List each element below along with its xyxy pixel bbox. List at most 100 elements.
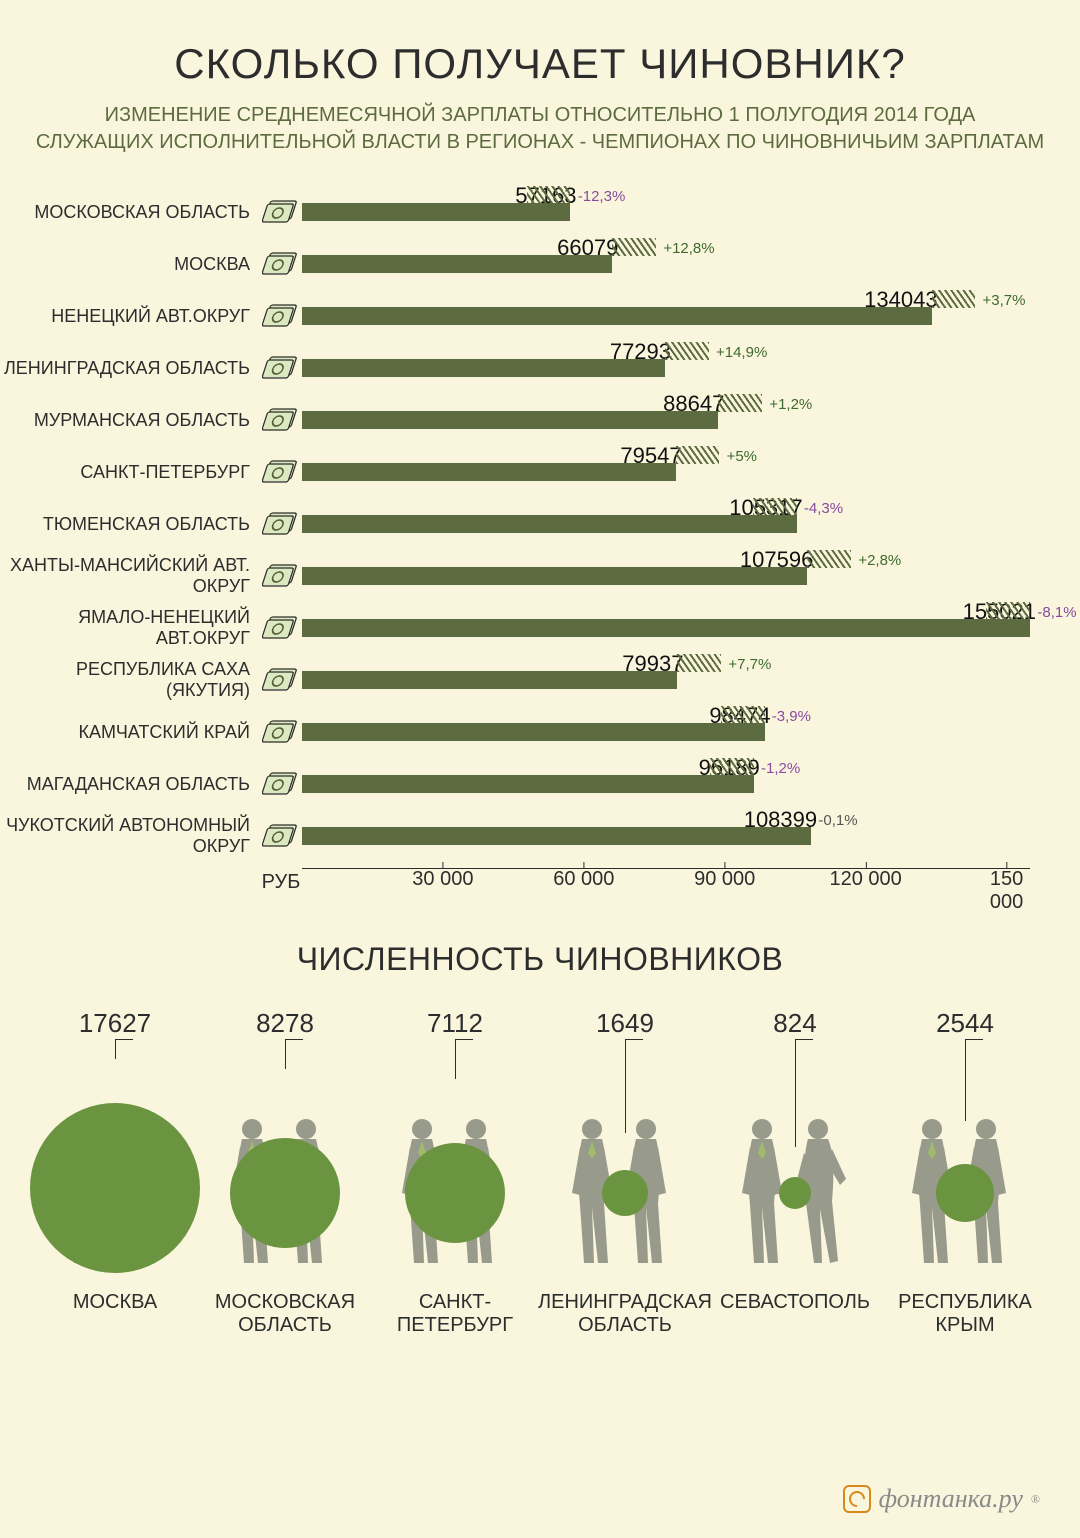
section2-title: ЧИСЛЕННОСТЬ ЧИНОВНИКОВ	[0, 941, 1080, 978]
brand-icon	[843, 1485, 871, 1513]
row-label: РЕСПУБЛИКА САХА (ЯКУТИЯ)	[0, 659, 260, 701]
bar-change: +2,8%	[858, 552, 901, 569]
count-bubble	[602, 1170, 648, 1216]
bar-hatch	[932, 290, 976, 308]
region-count: 17627	[79, 1008, 151, 1039]
bar-value: 77293	[610, 339, 671, 365]
bar-hatch	[807, 550, 851, 568]
region-label: МОСКВА	[73, 1291, 157, 1337]
row-label: ТЮМЕНСКАЯ ОБЛАСТЬ	[0, 514, 260, 535]
page-subtitle: ИЗМЕНЕНИЕ СРЕДНЕМЕСЯЧНОЙ ЗАРПЛАТЫ ОТНОСИ…	[0, 102, 1080, 156]
region-block: 7112 САНКТ-ПЕТЕРБУРГ	[373, 1008, 538, 1337]
axis-ticks: 30 00060 00090 000120 000150 000	[302, 868, 1030, 896]
region-block: 17627 МОСКВА	[33, 1008, 198, 1337]
axis-tick: 30 000	[412, 868, 473, 891]
row-label: ЯМАЛО-НЕНЕЦКИЙ АВТ.ОКРУГ	[0, 607, 260, 649]
row-label: ЧУКОТСКИЙ АВТОНОМНЫЙ ОКРУГ	[0, 815, 260, 857]
chart-row: ХАНТЫ-МАНСИЙСКИЙ АВТ. ОКРУГ 107596 +2,8%	[0, 550, 1030, 602]
region-figure	[543, 1043, 708, 1273]
leader-line	[455, 1039, 473, 1079]
region-figure	[373, 1043, 538, 1273]
bar-area: 134043 +3,7%	[302, 290, 1030, 342]
bar-area: 79937 +7,7%	[302, 654, 1030, 706]
row-label: КАМЧАТСКИЙ КРАЙ	[0, 722, 260, 743]
axis-line	[302, 868, 1030, 869]
salary-bar-chart: МОСКОВСКАЯ ОБЛАСТЬ 57163 -12,3% МОСКВА 6…	[0, 186, 1030, 896]
bar-hatch	[527, 186, 571, 204]
chart-row: КАМЧАТСКИЙ КРАЙ 98474 -3,9%	[0, 706, 1030, 758]
bar-area: 108399 -0,1%	[302, 810, 1030, 862]
bar-area: 57163 -12,3%	[302, 186, 1030, 238]
bar-area: 107596 +2,8%	[302, 550, 1030, 602]
bar-change: +12,8%	[663, 240, 714, 257]
leader-line	[285, 1039, 303, 1069]
leader-line	[625, 1039, 643, 1133]
chart-row: ТЮМЕНСКАЯ ОБЛАСТЬ 105317 -4,3%	[0, 498, 1030, 550]
chart-row: НЕНЕЦКИЙ АВТ.ОКРУГ 134043 +3,7%	[0, 290, 1030, 342]
bar-hatch	[665, 342, 709, 360]
registered-mark: ®	[1031, 1492, 1040, 1507]
bar: 98474	[302, 723, 765, 741]
region-label: СЕВАСТОПОЛЬ	[720, 1291, 870, 1337]
chart-row: МАГАДАНСКАЯ ОБЛАСТЬ 96189 -1,2%	[0, 758, 1030, 810]
chart-row: ЧУКОТСКИЙ АВТОНОМНЫЙ ОКРУГ 108399 -0,1%	[0, 810, 1030, 862]
bar-area: 96189 -1,2%	[302, 758, 1030, 810]
bar-hatch	[986, 602, 1030, 620]
axis-unit: РУБ	[260, 871, 302, 894]
bar-value: 108399	[744, 807, 817, 833]
row-label: МОСКОВСКАЯ ОБЛАСТЬ	[0, 202, 260, 223]
region-count: 1649	[596, 1008, 654, 1039]
axis-tick: 90 000	[694, 868, 755, 891]
bar: 155021	[302, 619, 1030, 637]
bar-change: -8,1%	[1037, 604, 1076, 621]
bar-area: 77293 +14,9%	[302, 342, 1030, 394]
subtitle-line2: СЛУЖАЩИХ ИСПОЛНИТЕЛЬНОЙ ВЛАСТИ В РЕГИОНА…	[0, 129, 1080, 156]
chart-row: ЯМАЛО-НЕНЕЦКИЙ АВТ.ОКРУГ 155021 -8,1%	[0, 602, 1030, 654]
bar-hatch	[676, 446, 720, 464]
bar-change: -4,3%	[804, 500, 843, 517]
money-icon	[260, 769, 302, 799]
bar-hatch	[753, 498, 797, 516]
bar-area: 66079 +12,8%	[302, 238, 1030, 290]
bar: 57163	[302, 203, 570, 221]
money-icon	[260, 665, 302, 695]
bar: 134043	[302, 307, 932, 325]
bar-area: 105317 -4,3%	[302, 498, 1030, 550]
money-icon	[260, 613, 302, 643]
bar-hatch	[710, 758, 754, 776]
count-bubble	[936, 1164, 994, 1222]
axis-tick: 150 000	[990, 868, 1023, 914]
money-icon	[260, 197, 302, 227]
people-count-section: 17627 МОСКВА 8278	[30, 1008, 1050, 1337]
bar: 96189	[302, 775, 754, 793]
leader-line	[115, 1039, 133, 1059]
row-label: НЕНЕЦКИЙ АВТ.ОКРУГ	[0, 306, 260, 327]
chart-row: МОСКОВСКАЯ ОБЛАСТЬ 57163 -12,3%	[0, 186, 1030, 238]
count-bubble	[779, 1177, 811, 1209]
bar: 77293	[302, 359, 665, 377]
region-label: РЕСПУБЛИКА КРЫМ	[898, 1291, 1032, 1337]
bar-area: 88647 +1,2%	[302, 394, 1030, 446]
chart-row: МОСКВА 66079 +12,8%	[0, 238, 1030, 290]
region-figure	[33, 1043, 198, 1273]
region-figure	[713, 1043, 878, 1273]
region-label: МОСКОВСКАЯ ОБЛАСТЬ	[215, 1291, 355, 1337]
chart-row: РЕСПУБЛИКА САХА (ЯКУТИЯ) 79937 +7,7%	[0, 654, 1030, 706]
bar-change: +1,2%	[769, 396, 812, 413]
money-icon	[260, 509, 302, 539]
bar-value: 107596	[740, 547, 813, 573]
bar-area: 98474 -3,9%	[302, 706, 1030, 758]
money-icon	[260, 561, 302, 591]
bar-value: 88647	[663, 391, 724, 417]
money-icon	[260, 405, 302, 435]
count-bubble	[230, 1138, 340, 1248]
bar: 88647	[302, 411, 718, 429]
subtitle-line1: ИЗМЕНЕНИЕ СРЕДНЕМЕСЯЧНОЙ ЗАРПЛАТЫ ОТНОСИ…	[0, 102, 1080, 129]
bar-change: -1,2%	[761, 760, 800, 777]
bar: 105317	[302, 515, 797, 533]
row-label: МУРМАНСКАЯ ОБЛАСТЬ	[0, 410, 260, 431]
region-figure	[883, 1043, 1048, 1273]
axis-tick: 120 000	[829, 868, 901, 891]
money-icon	[260, 457, 302, 487]
chart-row: ЛЕНИНГРАДСКАЯ ОБЛАСТЬ 77293 +14,9%	[0, 342, 1030, 394]
